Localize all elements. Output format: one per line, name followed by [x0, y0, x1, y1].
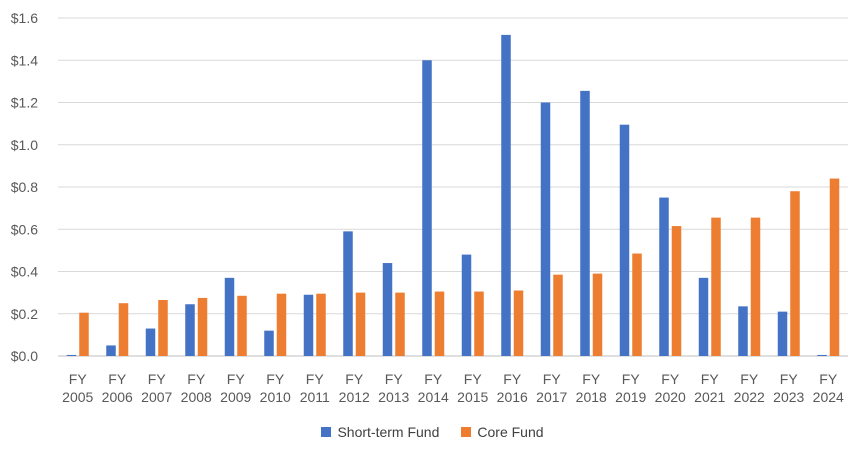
- x-tick-label: 2019: [615, 389, 646, 405]
- x-tick-label: 2022: [734, 389, 765, 405]
- x-tick-label: 2023: [773, 389, 804, 405]
- bar-core: [158, 300, 168, 356]
- x-tick-label: FY: [187, 371, 206, 387]
- x-tick-label: 2009: [220, 389, 251, 405]
- bar-core: [355, 292, 366, 356]
- x-tick-label: 2013: [378, 389, 409, 405]
- bar-short-term: [224, 277, 235, 356]
- bar-core: [711, 217, 721, 356]
- x-tick-label: FY: [819, 371, 838, 387]
- x-tick-label: 2014: [418, 389, 449, 405]
- x-tick-label: 2015: [457, 389, 488, 405]
- bar-core: [434, 291, 445, 356]
- x-tick-label: FY: [266, 371, 285, 387]
- x-tick-label: FY: [503, 371, 522, 387]
- bar-core: [829, 178, 840, 356]
- bar-short-term: [619, 124, 630, 357]
- x-tick-label: FY: [69, 371, 88, 387]
- bar-core: [592, 273, 603, 356]
- x-tick-label: 2008: [181, 389, 212, 405]
- x-tick-label: 2006: [102, 389, 133, 405]
- bar-core: [276, 293, 287, 356]
- legend-label-core: Core Fund: [477, 424, 544, 440]
- y-tick-label: $0.8: [11, 179, 38, 195]
- x-tick-label: FY: [108, 371, 127, 387]
- bar-core: [316, 293, 326, 356]
- y-tick-label: $1.6: [11, 10, 38, 26]
- bar-short-term: [422, 60, 432, 356]
- bar-core: [197, 297, 208, 356]
- bar-core: [553, 274, 563, 356]
- x-tick-label: FY: [740, 371, 759, 387]
- bar-core: [671, 226, 682, 356]
- x-tick-label: 2011: [300, 389, 330, 405]
- x-tick-label: 2018: [576, 389, 607, 405]
- bar-short-term: [264, 330, 274, 356]
- y-tick-label: $0.2: [11, 306, 38, 322]
- bar-core: [790, 191, 800, 356]
- x-tick-label: FY: [464, 371, 483, 387]
- x-tick-label: FY: [227, 371, 246, 387]
- bar-short-term: [580, 90, 590, 356]
- x-tick-label: 2016: [497, 389, 528, 405]
- y-tick-label: $1.2: [11, 95, 38, 111]
- x-tick-label: FY: [543, 371, 562, 387]
- bar-core: [632, 253, 642, 356]
- x-tick-label: FY: [701, 371, 720, 387]
- x-tick-label: FY: [661, 371, 680, 387]
- x-tick-label: FY: [582, 371, 601, 387]
- bar-short-term: [343, 231, 353, 356]
- bar-short-term: [303, 294, 314, 356]
- bar-short-term: [382, 263, 393, 356]
- y-tick-label: $0.4: [11, 264, 38, 280]
- x-tick-label: FY: [622, 371, 641, 387]
- x-tick-label: FY: [780, 371, 799, 387]
- x-tick-label: 2021: [694, 389, 725, 405]
- bar-core: [237, 295, 247, 356]
- x-tick-label: 2024: [813, 389, 844, 405]
- bar-core: [118, 303, 129, 356]
- bar-short-term: [66, 354, 77, 356]
- x-tick-label: FY: [306, 371, 325, 387]
- x-tick-label: FY: [424, 371, 443, 387]
- bar-short-term: [777, 311, 788, 356]
- bar-short-term: [106, 345, 116, 356]
- bar-short-term: [145, 328, 156, 356]
- x-tick-label: 2005: [62, 389, 93, 405]
- bar-short-term: [501, 34, 511, 357]
- bar-short-term: [817, 354, 827, 356]
- bar-core: [513, 290, 524, 356]
- bar-core: [395, 292, 405, 356]
- y-tick-label: $1.0: [11, 137, 38, 153]
- legend-swatch-core: [461, 427, 472, 437]
- x-tick-label: FY: [345, 371, 364, 387]
- bar-short-term: [698, 277, 709, 356]
- legend: Short-term Fund Core Fund: [0, 424, 865, 440]
- bar-short-term: [185, 304, 195, 356]
- y-tick-label: $0.0: [11, 348, 38, 364]
- legend-item-core: Core Fund: [461, 424, 544, 440]
- bar-short-term: [738, 306, 748, 356]
- legend-swatch-short-term: [321, 427, 332, 437]
- y-tick-label: $1.4: [11, 52, 38, 68]
- bar-short-term: [659, 197, 669, 356]
- legend-item-short-term: Short-term Fund: [321, 424, 439, 440]
- y-tick-label: $0.6: [11, 221, 38, 237]
- x-tick-label: 2010: [260, 389, 291, 405]
- bar-core: [750, 217, 761, 356]
- x-tick-label: 2012: [339, 389, 370, 405]
- bar-short-term: [540, 102, 551, 356]
- x-tick-label: 2007: [141, 389, 172, 405]
- bar-core: [474, 291, 484, 356]
- bar-short-term: [461, 254, 472, 356]
- legend-label-short-term: Short-term Fund: [337, 424, 440, 440]
- x-tick-label: FY: [148, 371, 167, 387]
- bar-core: [79, 312, 89, 356]
- x-tick-label: 2017: [536, 389, 567, 405]
- x-tick-label: FY: [385, 371, 404, 387]
- x-tick-label: 2020: [655, 389, 686, 405]
